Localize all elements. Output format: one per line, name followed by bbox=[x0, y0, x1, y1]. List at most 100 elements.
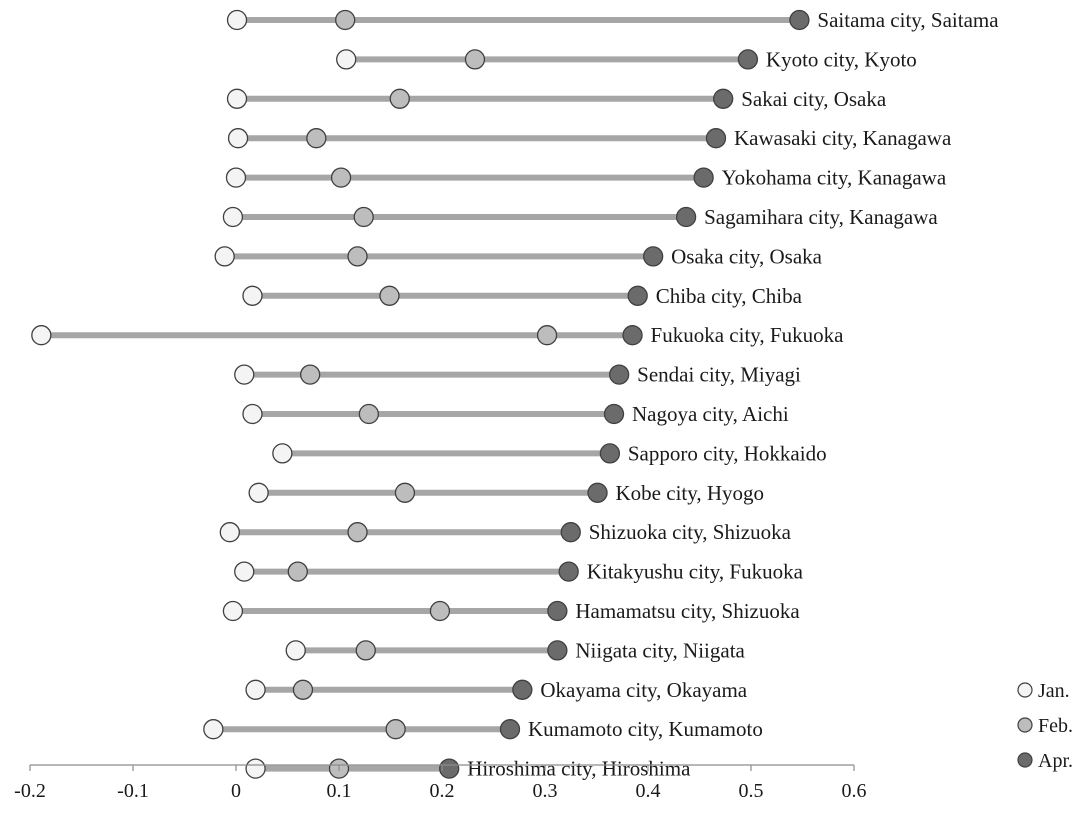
city-label: Hiroshima city, Hiroshima bbox=[467, 757, 691, 781]
point-jan bbox=[226, 88, 248, 109]
city-label: Sagamihara city, Kanagawa bbox=[704, 205, 938, 229]
point-jan bbox=[225, 167, 247, 188]
x-axis: -0.2 -0.1 0 0.1 0.2 0.3 0.4 0.5 0.6 bbox=[14, 764, 867, 802]
point-apr bbox=[587, 482, 608, 503]
point-apr bbox=[713, 88, 734, 109]
point-apr bbox=[789, 9, 810, 31]
point-apr bbox=[599, 443, 621, 464]
point-apr bbox=[737, 49, 759, 70]
city-label: Kyoto city, Kyoto bbox=[766, 47, 917, 71]
city-row: Kitakyushu city, Fukuoka bbox=[234, 560, 804, 584]
point-apr bbox=[675, 206, 697, 228]
point-apr bbox=[705, 128, 727, 149]
point-jan bbox=[214, 246, 235, 267]
city-label: Okayama city, Okayama bbox=[540, 678, 747, 702]
point-apr bbox=[499, 719, 521, 740]
point-feb bbox=[335, 9, 356, 31]
point-feb bbox=[306, 128, 327, 149]
city-row: Nagoya city, Aichi bbox=[242, 402, 789, 426]
city-label: Fukuoka city, Fukuoka bbox=[651, 323, 845, 347]
point-feb bbox=[394, 482, 416, 503]
x-tick-label: 0.3 bbox=[533, 780, 558, 802]
point-apr bbox=[560, 522, 581, 543]
point-jan bbox=[226, 9, 248, 31]
city-row: Chiba city, Chiba bbox=[242, 284, 803, 308]
x-tick-label: 0.2 bbox=[430, 780, 455, 802]
point-jan bbox=[222, 206, 244, 228]
point-apr bbox=[693, 167, 714, 188]
city-row: Hiroshima city, Hiroshima bbox=[245, 757, 691, 781]
point-jan bbox=[245, 679, 266, 700]
point-feb bbox=[536, 325, 558, 346]
point-feb bbox=[429, 600, 451, 622]
legend: Jan. Feb. Apr. bbox=[1017, 680, 1073, 772]
city-label: Niigata city, Niigata bbox=[575, 638, 745, 662]
point-jan bbox=[227, 128, 249, 149]
legend-label: Feb. bbox=[1038, 715, 1073, 737]
point-apr bbox=[622, 325, 643, 346]
city-label: Kumamoto city, Kumamoto bbox=[528, 717, 763, 741]
point-jan bbox=[203, 719, 224, 740]
point-jan bbox=[248, 482, 269, 503]
city-label: Hamamatsu city, Shizuoka bbox=[575, 599, 800, 623]
point-feb bbox=[292, 679, 314, 700]
city-label: Chiba city, Chiba bbox=[656, 284, 803, 308]
x-tick-label: 0.5 bbox=[739, 780, 764, 802]
city-label: Kitakyushu city, Fukuoka bbox=[587, 560, 804, 584]
city-row: Niigata city, Niigata bbox=[285, 638, 746, 662]
point-feb bbox=[385, 719, 406, 740]
city-row: Kumamoto city, Kumamoto bbox=[203, 717, 763, 741]
x-tick-label: 0.4 bbox=[636, 780, 661, 802]
point-feb bbox=[389, 88, 410, 109]
x-tick-label: 0 bbox=[231, 780, 241, 802]
point-apr bbox=[558, 561, 579, 582]
city-label: Sapporo city, Hokkaido bbox=[628, 441, 827, 465]
point-feb bbox=[464, 49, 486, 70]
point-jan bbox=[219, 522, 240, 543]
city-row: Fukuoka city, Fukuoka bbox=[31, 323, 845, 347]
point-apr bbox=[609, 364, 630, 385]
point-jan bbox=[234, 364, 255, 385]
point-feb bbox=[347, 522, 368, 543]
city-label: Shizuoka city, Shizuoka bbox=[589, 520, 792, 544]
city-label: Sendai city, Miyagi bbox=[637, 363, 801, 387]
city-row: Kawasaki city, Kanagawa bbox=[227, 126, 952, 150]
city-row: Osaka city, Osaka bbox=[214, 244, 823, 268]
city-label: Sakai city, Osaka bbox=[741, 87, 887, 111]
point-feb bbox=[347, 246, 368, 267]
point-jan bbox=[242, 403, 263, 425]
legend-label: Jan. bbox=[1038, 680, 1070, 702]
city-label: Kobe city, Hyogo bbox=[616, 481, 765, 505]
legend-marker bbox=[1017, 717, 1033, 733]
city-row: Kobe city, Hyogo bbox=[248, 481, 765, 505]
point-jan bbox=[336, 49, 357, 70]
point-feb bbox=[353, 206, 374, 228]
x-tick-label: -0.1 bbox=[117, 780, 149, 802]
city-label: Kawasaki city, Kanagawa bbox=[734, 126, 952, 150]
point-apr bbox=[603, 403, 625, 425]
point-jan bbox=[245, 758, 266, 779]
point-apr bbox=[439, 758, 460, 779]
city-row: Saitama city, Saitama bbox=[226, 8, 999, 32]
point-jan bbox=[222, 600, 244, 622]
point-feb bbox=[300, 364, 321, 385]
point-feb bbox=[287, 561, 308, 582]
city-row: Sakai city, Osaka bbox=[226, 87, 887, 111]
city-label: Saitama city, Saitama bbox=[817, 8, 999, 32]
point-apr bbox=[627, 285, 648, 306]
point-jan bbox=[234, 561, 255, 582]
city-row: Sagamihara city, Kanagawa bbox=[222, 205, 938, 229]
city-row: Shizuoka city, Shizuoka bbox=[219, 520, 792, 544]
city-label: Osaka city, Osaka bbox=[671, 244, 823, 268]
point-jan bbox=[31, 325, 52, 346]
point-feb bbox=[330, 167, 352, 188]
legend-label: Apr. bbox=[1038, 750, 1073, 772]
city-row: Okayama city, Okayama bbox=[245, 678, 748, 702]
city-row: Sapporo city, Hokkaido bbox=[272, 441, 827, 465]
city-row: Sendai city, Miyagi bbox=[234, 363, 801, 387]
point-jan bbox=[272, 443, 293, 464]
point-jan bbox=[242, 285, 263, 306]
point-jan bbox=[285, 640, 306, 661]
legend-marker bbox=[1017, 682, 1033, 698]
